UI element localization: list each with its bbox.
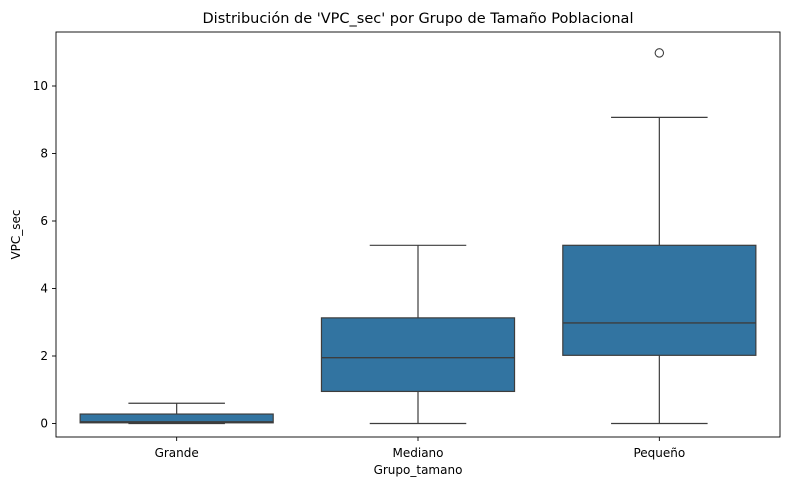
box-mediano [320, 244, 516, 425]
y-tick-label: 4 [40, 282, 48, 296]
y-tick-label: 2 [40, 349, 48, 363]
outlier-point [654, 48, 665, 58]
y-tick-label: 8 [40, 147, 48, 161]
x-tick-label: Mediano [393, 446, 444, 460]
y-tick-label: 10 [33, 79, 48, 93]
iqr-box [562, 244, 757, 356]
x-tick-label: Pequeño [633, 446, 685, 460]
x-tick-label: Grande [155, 446, 199, 460]
box-pequeño [562, 48, 757, 425]
chart-title: Distribución de 'VPC_sec' por Grupo de T… [203, 11, 634, 27]
iqr-box [79, 413, 274, 424]
iqr-box [320, 317, 516, 393]
x-axis: Grande Mediano Pequeño [155, 437, 685, 460]
y-axis: 0 2 4 6 8 10 [33, 79, 56, 431]
box-grande [79, 402, 274, 425]
plot-frame [55, 31, 781, 438]
x-axis-label: Grupo_tamano [374, 463, 463, 477]
y-axis-label: VPC_sec [9, 209, 23, 259]
y-tick-label: 6 [40, 214, 48, 228]
plot-area [79, 48, 757, 425]
y-tick-label: 0 [40, 417, 48, 431]
